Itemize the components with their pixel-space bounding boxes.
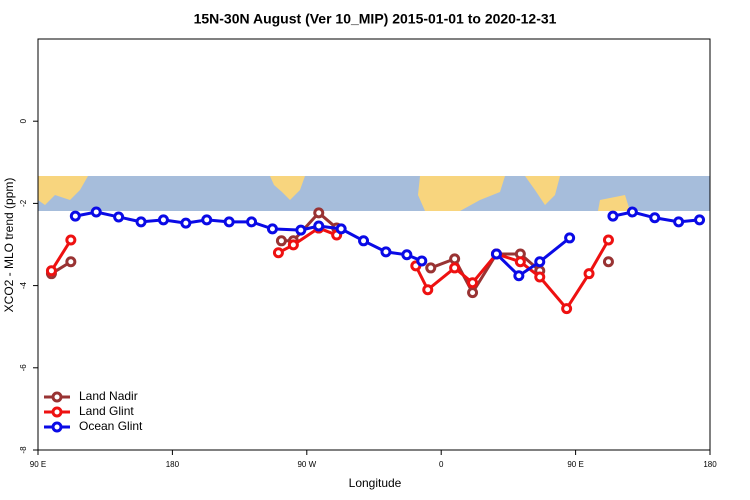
legend-label: Land Nadir: [79, 389, 138, 403]
point: [513, 270, 525, 282]
y-tick-label: -6: [19, 364, 28, 372]
y-tick-label: -2: [19, 199, 28, 207]
point: [602, 256, 614, 268]
point: [449, 262, 461, 274]
point: [449, 253, 461, 265]
point: [266, 223, 278, 235]
point: [246, 216, 258, 228]
point: [272, 247, 284, 259]
point: [69, 210, 81, 222]
point: [416, 255, 428, 267]
x-tick-label: 90 E: [30, 460, 46, 469]
plot-frame: [37, 38, 711, 451]
legend-label: Land Glint: [79, 404, 134, 418]
x-tick-label: 90 E: [567, 460, 583, 469]
y-tick-label: -4: [19, 281, 28, 289]
point: [607, 210, 619, 222]
point: [467, 287, 479, 299]
chart-title: 15N-30N August (Ver 10_MIP) 2015-01-01 t…: [194, 11, 557, 27]
point: [295, 224, 307, 236]
point: [401, 249, 413, 261]
x-tick-label: 180: [166, 460, 180, 469]
point: [583, 268, 595, 280]
point: [335, 223, 347, 235]
point: [90, 206, 102, 218]
point: [157, 214, 169, 226]
y-axis-label: XCO2 - MLO trend (ppm): [2, 178, 16, 313]
point: [380, 246, 392, 258]
point: [694, 214, 706, 226]
point: [534, 256, 546, 268]
x-tick-label: 90 W: [297, 460, 316, 469]
point: [534, 271, 546, 283]
point: [201, 214, 213, 226]
point: [287, 239, 299, 251]
y-tick-label: 0: [19, 118, 28, 123]
point: [467, 277, 479, 289]
point: [514, 256, 526, 268]
point: [313, 207, 325, 219]
x-tick-label: 180: [703, 460, 717, 469]
point: [561, 303, 573, 315]
point: [490, 248, 502, 260]
legend-label: Ocean Glint: [79, 419, 143, 433]
point: [358, 235, 370, 247]
point: [45, 265, 57, 277]
point: [626, 206, 638, 218]
point: [65, 256, 77, 268]
legend-marker: [51, 421, 63, 433]
point: [313, 220, 325, 232]
point: [65, 234, 77, 246]
point: [422, 284, 434, 296]
point: [275, 235, 287, 247]
point: [673, 216, 685, 228]
point: [425, 262, 437, 274]
point: [223, 216, 235, 228]
point: [135, 216, 147, 228]
point: [113, 211, 125, 223]
point: [649, 212, 661, 224]
y-tick-label: -8: [19, 446, 28, 454]
map-strip: [38, 176, 710, 211]
x-tick-label: 0: [439, 460, 444, 469]
series-line: [50, 226, 610, 312]
point: [564, 232, 576, 244]
x-axis-label: Longitude: [349, 476, 402, 490]
legend-marker: [51, 391, 63, 403]
point: [602, 234, 614, 246]
point: [180, 217, 192, 229]
legend-marker: [51, 406, 63, 418]
